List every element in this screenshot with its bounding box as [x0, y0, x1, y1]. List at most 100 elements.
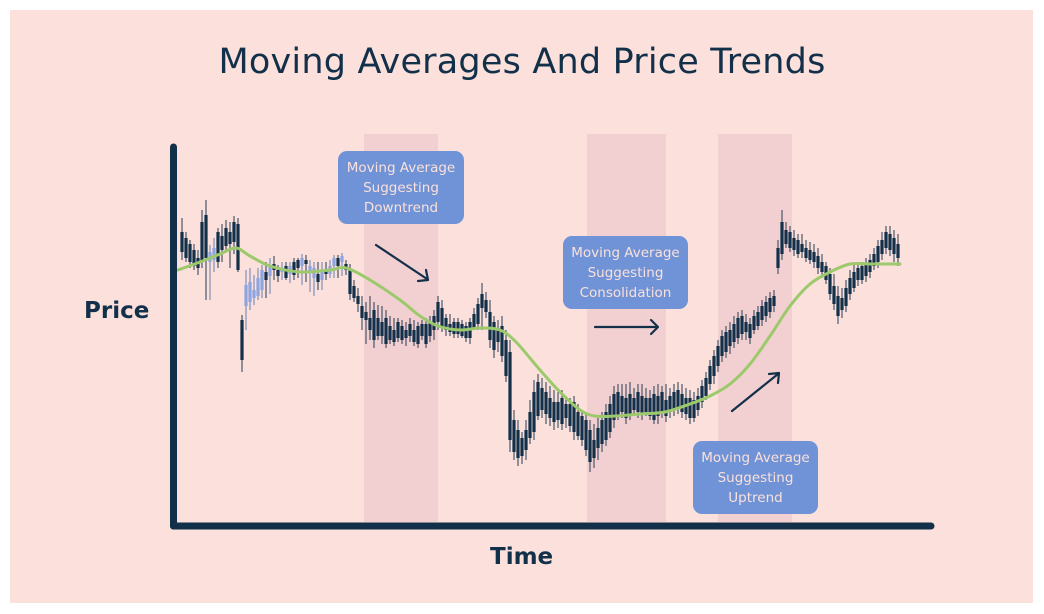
candle	[352, 286, 356, 298]
candle	[696, 396, 700, 410]
candle	[752, 316, 756, 330]
candle	[496, 328, 500, 342]
candle	[720, 336, 724, 356]
candle	[868, 260, 872, 272]
candle	[540, 388, 544, 410]
candle	[608, 404, 612, 432]
candle	[724, 332, 728, 352]
candle	[248, 282, 252, 302]
candle	[464, 326, 468, 338]
candle	[572, 402, 576, 432]
candle	[420, 324, 424, 336]
callout-line: Consolidation	[579, 284, 672, 301]
callout-line: Uptrend	[728, 489, 783, 506]
candle	[764, 302, 768, 316]
candle	[716, 346, 720, 366]
callout-consolidation: Moving Average Suggesting Consolidation	[563, 236, 688, 309]
candle	[308, 266, 312, 272]
candle	[700, 386, 704, 402]
candle	[500, 326, 504, 356]
candle	[652, 394, 656, 420]
candle	[756, 312, 760, 326]
candle	[836, 296, 840, 316]
candle	[888, 234, 892, 250]
candle	[708, 366, 712, 384]
down-right-arrow-icon	[374, 243, 430, 283]
candle	[656, 396, 660, 416]
candle	[644, 398, 648, 412]
candle	[240, 320, 244, 360]
candle	[820, 262, 824, 272]
chart-axes	[170, 143, 935, 530]
candle	[624, 398, 628, 418]
candle	[428, 322, 432, 336]
candle	[400, 326, 404, 340]
candle	[780, 222, 784, 254]
candle	[620, 396, 624, 412]
candle	[284, 266, 288, 278]
candle	[504, 340, 508, 376]
candle	[452, 322, 456, 334]
trend-arrows	[374, 243, 781, 413]
right-arrow-icon	[593, 318, 660, 336]
candle	[548, 398, 552, 418]
candle	[472, 314, 476, 328]
candle	[616, 392, 620, 416]
candle	[192, 250, 196, 266]
candle	[480, 294, 484, 308]
candle	[784, 230, 788, 244]
candle	[300, 258, 304, 266]
candle	[512, 420, 516, 452]
candle	[372, 310, 376, 340]
candle	[544, 392, 548, 414]
candle	[456, 322, 460, 334]
candle	[588, 430, 592, 462]
candle	[580, 416, 584, 440]
candle	[304, 260, 308, 264]
callout-downtrend: Moving Average Suggesting Downtrend	[338, 151, 464, 224]
candle	[632, 398, 636, 410]
candle	[324, 270, 328, 274]
candle	[584, 420, 588, 450]
candle	[516, 430, 520, 458]
candle	[892, 238, 896, 254]
candle	[828, 274, 832, 294]
candle	[476, 304, 480, 324]
candle	[444, 318, 448, 330]
candle	[356, 296, 360, 304]
candle	[332, 258, 336, 266]
candle	[292, 262, 296, 275]
candle	[796, 240, 800, 254]
candle	[380, 322, 384, 336]
candle	[860, 266, 864, 280]
candle	[848, 278, 852, 294]
candle	[612, 394, 616, 420]
candle	[816, 256, 820, 268]
candle	[364, 312, 368, 320]
candle	[388, 326, 392, 340]
candle	[576, 412, 580, 436]
candle	[216, 232, 220, 262]
candle	[536, 382, 540, 416]
candle	[672, 392, 676, 410]
candle	[568, 404, 572, 426]
candle	[768, 298, 772, 312]
candle	[668, 396, 672, 412]
candle	[664, 400, 668, 416]
candle	[392, 330, 396, 342]
candle	[200, 222, 204, 262]
candle	[648, 398, 652, 416]
candle	[596, 428, 600, 448]
candle	[528, 412, 532, 438]
candle	[276, 270, 280, 276]
candle	[396, 322, 400, 338]
candle	[832, 286, 836, 304]
candle	[484, 300, 488, 312]
candle	[856, 268, 860, 280]
candle	[640, 396, 644, 414]
candle	[760, 306, 764, 320]
candle	[524, 430, 528, 450]
candle	[600, 420, 604, 444]
candle	[296, 260, 300, 268]
candle	[424, 324, 428, 344]
